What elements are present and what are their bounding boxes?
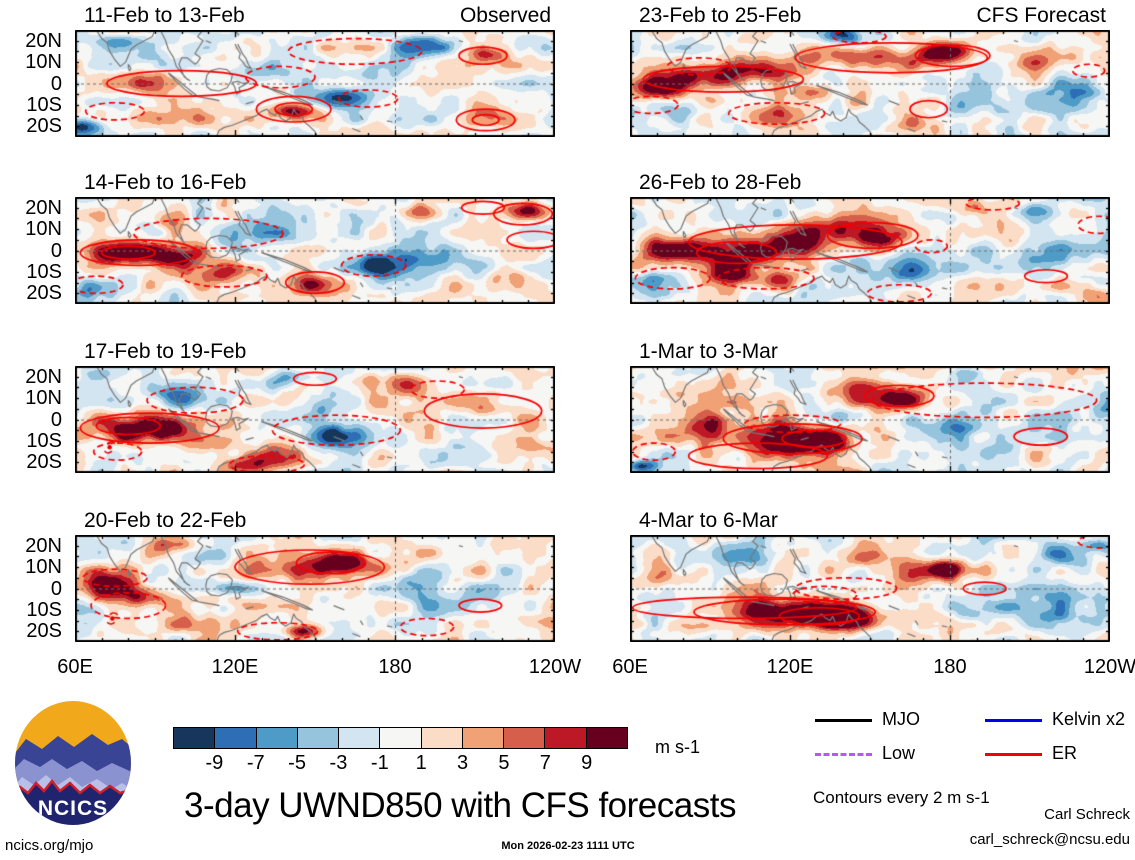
timestamp: Mon 2026-02-23 1111 UTC bbox=[501, 840, 635, 852]
colorbar-segment bbox=[586, 728, 627, 748]
colorbar-tick-label: 3 bbox=[456, 752, 469, 774]
contour-interval-note: Contours every 2 m s-1 bbox=[813, 788, 990, 807]
map-panel-canvas bbox=[75, 197, 555, 304]
map-panel-canvas bbox=[75, 30, 555, 137]
colorbar-segment bbox=[174, 728, 216, 748]
map-panel-canvas bbox=[630, 30, 1110, 137]
colorbar-segment bbox=[462, 728, 505, 748]
panel-title: 1-Mar to 3-Mar bbox=[639, 340, 778, 363]
figure-title: 3-day UWND850 with CFS forecasts bbox=[184, 786, 736, 825]
colorbar-tick-label: -7 bbox=[246, 752, 265, 774]
y-axis-label: 20N bbox=[25, 365, 62, 388]
panel-title: 4-Mar to 6-Mar bbox=[639, 509, 778, 532]
y-axis-label: 20N bbox=[25, 196, 62, 219]
colorbar-segment bbox=[545, 728, 587, 748]
panel-column-label: Observed bbox=[459, 4, 551, 27]
colorbar-tick-label: 9 bbox=[581, 752, 593, 774]
y-axis-label: 10S bbox=[26, 93, 62, 116]
colorbar-segment bbox=[421, 728, 463, 748]
y-axis-label: 10S bbox=[26, 429, 62, 452]
x-axis-label: 120W bbox=[528, 656, 582, 678]
panel-title: 11-Feb to 13-Feb bbox=[84, 4, 245, 27]
colorbar-segment bbox=[256, 728, 298, 748]
y-axis-label: 20S bbox=[26, 620, 62, 643]
colorbar-units: m s-1 bbox=[655, 737, 700, 757]
colorbar-segment bbox=[504, 728, 546, 748]
y-axis-label: 20N bbox=[25, 29, 62, 52]
x-axis-label: 120E bbox=[211, 656, 259, 678]
colorbar-tick-label: 1 bbox=[415, 752, 427, 774]
y-axis-label: 10N bbox=[25, 218, 62, 241]
ncics-logo: NCICS bbox=[15, 701, 131, 825]
colorbar-tick-label: 5 bbox=[498, 752, 510, 774]
y-axis-label: 10S bbox=[26, 260, 62, 283]
y-axis-label: 20N bbox=[25, 534, 62, 557]
logo-text: NCICS bbox=[38, 797, 108, 820]
panel-title: 26-Feb to 28-Feb bbox=[639, 171, 802, 194]
colorbar-tick-label: -1 bbox=[370, 752, 389, 774]
panel-title: 23-Feb to 25-Feb bbox=[639, 4, 802, 27]
colorbar bbox=[173, 727, 628, 749]
panel-title: 20-Feb to 22-Feb bbox=[84, 509, 247, 532]
colorbar-tick-label: 7 bbox=[539, 752, 551, 774]
colorbar-tick-label: -9 bbox=[205, 752, 224, 774]
y-axis-label: 0 bbox=[50, 577, 62, 600]
map-panel-canvas bbox=[630, 366, 1110, 473]
legend-line-swatch bbox=[985, 753, 1042, 756]
y-axis-label: 20S bbox=[26, 115, 62, 138]
y-axis-label: 0 bbox=[50, 408, 62, 431]
legend-label: ER bbox=[1052, 743, 1078, 763]
y-axis-label: 10N bbox=[25, 556, 62, 579]
map-panel-canvas bbox=[630, 197, 1110, 304]
legend-line-swatch bbox=[815, 719, 872, 722]
author-email: carl_schreck@ncsu.edu bbox=[969, 831, 1130, 848]
legend-line-swatch bbox=[815, 753, 872, 756]
legend-line-swatch bbox=[985, 719, 1042, 722]
author-credit: Carl Schreck bbox=[1044, 806, 1130, 823]
y-axis-label: 10N bbox=[25, 51, 62, 74]
y-axis-label: 10N bbox=[25, 387, 62, 410]
x-axis-label: 60E bbox=[612, 656, 648, 678]
map-panel-canvas bbox=[630, 535, 1110, 642]
x-axis-label: 120E bbox=[766, 656, 814, 678]
site-url: ncics.org/mjo bbox=[5, 837, 94, 854]
colorbar-segment bbox=[215, 728, 257, 748]
colorbar-tick-label: -3 bbox=[329, 752, 348, 774]
y-axis-label: 0 bbox=[50, 72, 62, 95]
y-axis-label: 0 bbox=[50, 239, 62, 262]
legend-label: Low bbox=[882, 743, 916, 763]
panel-title: 17-Feb to 19-Feb bbox=[84, 340, 247, 363]
colorbar-segment bbox=[297, 728, 340, 748]
legend-label: Kelvin x2 bbox=[1052, 709, 1126, 729]
x-axis-label: 60E bbox=[57, 656, 93, 678]
panel-column-label: CFS Forecast bbox=[976, 4, 1106, 27]
x-axis-label: 120W bbox=[1083, 656, 1135, 678]
y-axis-label: 20S bbox=[26, 451, 62, 474]
x-axis-label: 180 bbox=[933, 656, 967, 678]
y-axis-label: 20S bbox=[26, 282, 62, 305]
y-axis-label: 10S bbox=[26, 598, 62, 621]
map-panel-canvas bbox=[75, 535, 555, 642]
panel-title: 14-Feb to 16-Feb bbox=[84, 171, 247, 194]
colorbar-segment bbox=[339, 728, 381, 748]
colorbar-tick-label: -5 bbox=[288, 752, 306, 774]
colorbar-segment bbox=[380, 728, 422, 748]
legend-label: MJO bbox=[882, 709, 920, 729]
x-axis-label: 180 bbox=[378, 656, 412, 678]
map-panel-canvas bbox=[75, 366, 555, 473]
